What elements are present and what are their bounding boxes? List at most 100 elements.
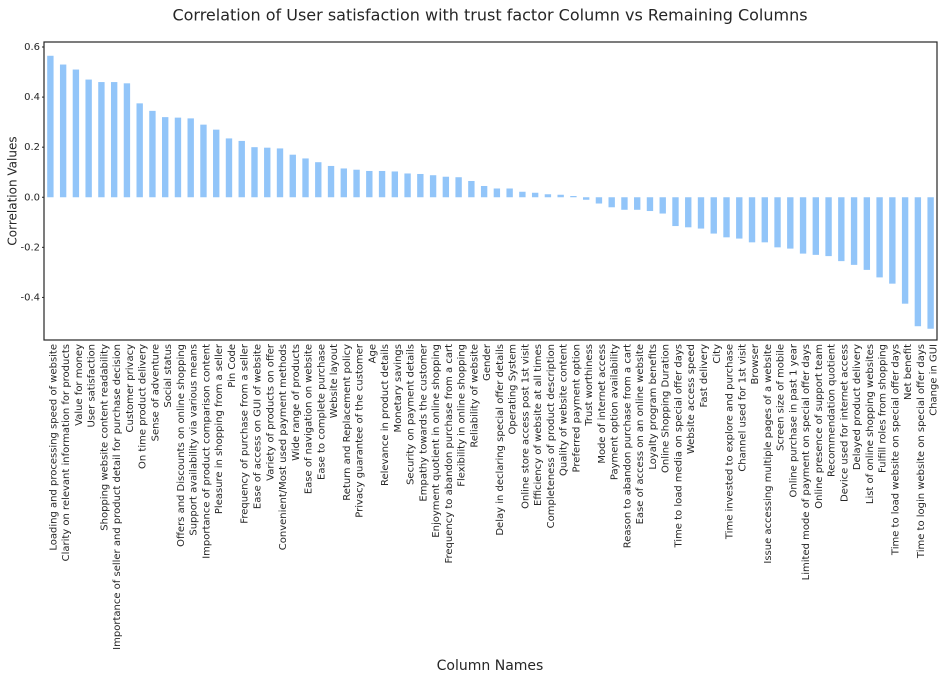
bar — [838, 197, 845, 262]
x-tick-label: Fast delivery — [699, 344, 710, 408]
x-tick-label: Channel used for 1st visit — [737, 344, 748, 472]
bar — [289, 154, 296, 198]
x-tick-label: Trust worthiness — [584, 344, 595, 427]
x-tick-label: Shopping website content readability — [99, 344, 110, 531]
bar — [302, 158, 309, 198]
x-tick-label: Frequency of purchase from a seller — [240, 343, 251, 524]
x-tick-label: Fulfill roles from shopping — [878, 344, 889, 473]
x-tick-label: On time product delivery — [138, 344, 149, 469]
x-tick-label: Limited mode of payment on special offer… — [801, 344, 812, 580]
x-tick-label: Online store access post 1st visit — [520, 344, 531, 509]
bar — [327, 165, 335, 198]
bar — [404, 173, 411, 198]
x-tick-label: Time invested to explore and purchase — [725, 344, 736, 540]
bar — [340, 168, 347, 198]
x-tick-label: Quality of website content — [559, 344, 570, 476]
x-tick-label: Time to load website on special offer da… — [890, 344, 901, 556]
bar — [748, 197, 756, 243]
x-tick-label: Gender — [482, 343, 493, 381]
bar — [378, 170, 386, 198]
x-tick-label: Browser — [750, 343, 761, 384]
bar — [914, 197, 922, 327]
x-tick-label: Online Shopping Duration — [661, 344, 672, 473]
bar — [264, 147, 271, 198]
y-tick-label: 0.0 — [24, 192, 40, 203]
bar — [417, 173, 424, 198]
x-tick-label: Delayed product delivery — [852, 344, 863, 470]
y-axis-label: Correlation Values — [6, 136, 20, 245]
bar — [149, 110, 156, 198]
x-tick-label: Ease to complete purchase — [316, 344, 327, 480]
x-tick-label: Pleasure in shopping from a seller — [214, 343, 225, 514]
x-tick-label: Importance of seller and product detail … — [112, 344, 123, 650]
x-tick-label: Customer privacy — [125, 344, 136, 433]
y-tick-label: 0.2 — [24, 142, 40, 153]
x-tick-label: Preferred payment option — [571, 344, 582, 472]
x-tick-label: Loading and processing speed of website — [48, 344, 59, 551]
bar — [787, 197, 794, 249]
bar — [672, 197, 679, 227]
x-tick-label: Sense of adventure — [150, 344, 161, 441]
bar — [85, 79, 92, 198]
x-tick-label: Offers and Discounts on online shopping — [176, 344, 187, 547]
x-tick-label: Online presence of support team — [814, 344, 825, 509]
x-tick-label: Payment option availability — [610, 344, 621, 480]
plot-frame — [43, 41, 938, 341]
bar — [353, 169, 360, 198]
y-tick-label: 0.4 — [24, 92, 40, 103]
bar — [72, 69, 80, 198]
x-tick-label: Efficiency of website at all times — [533, 344, 544, 506]
x-tick-label: Delay in declaring special offer details — [495, 344, 506, 536]
bar — [799, 197, 807, 254]
x-tick-label: Relevance in product details — [380, 344, 391, 486]
bar — [468, 180, 475, 198]
bar — [774, 197, 781, 248]
y-tick-label: 0.6 — [24, 42, 40, 53]
bar — [213, 129, 220, 198]
bar — [697, 197, 705, 229]
x-tick-label: Frequency to abandon purchase from a car… — [444, 344, 455, 564]
bar — [557, 194, 564, 198]
x-tick-label: Operating System — [508, 344, 519, 434]
bar — [582, 197, 590, 200]
bar — [825, 197, 832, 257]
x-tick-label: Ease of access on an online website — [635, 344, 646, 524]
x-tick-label: Clarity on relevant information for prod… — [61, 344, 72, 561]
x-tick-label: Value for money — [74, 344, 85, 426]
x-tick-label: Change in GUI — [929, 344, 940, 416]
bar — [391, 171, 399, 198]
bar — [634, 197, 641, 210]
bar — [200, 124, 207, 198]
x-tick-label: Wide range of products — [291, 344, 302, 461]
bar — [225, 138, 233, 198]
x-tick-label: City — [712, 344, 723, 364]
x-tick-label: Importance of product comparison content — [201, 344, 212, 559]
x-tick-label: Ease of access on GUI of website — [252, 344, 263, 509]
bar — [570, 196, 577, 198]
bar — [238, 140, 245, 198]
x-tick-label: User satisfaction — [87, 344, 98, 428]
bar — [863, 197, 871, 270]
x-tick-label: Security on payment details — [406, 344, 417, 485]
bar — [276, 148, 284, 198]
x-tick-label: Convenient/Most used payment methods — [278, 344, 289, 550]
x-tick-label: Issue accessing multiple pages of a webs… — [763, 344, 774, 564]
bar — [442, 176, 450, 198]
x-tick-label: List of online shopping websites — [865, 344, 876, 504]
bar — [123, 83, 131, 198]
x-tick-label: Pin Code — [227, 344, 238, 388]
bar — [876, 197, 883, 278]
x-tick-label: Empathy towards the customer — [418, 343, 429, 501]
bar — [136, 103, 143, 198]
bar — [429, 175, 437, 198]
bar — [506, 188, 513, 198]
x-tick-label: Recommendation quotient — [827, 344, 838, 477]
bar — [850, 197, 858, 265]
x-tick-label: Net benefit — [903, 344, 914, 400]
bar — [889, 197, 896, 284]
x-tick-label: Time to load media on special offer days — [673, 344, 684, 549]
x-tick-label: Monetary savings — [393, 344, 404, 432]
bar — [59, 64, 67, 198]
bar — [98, 82, 105, 198]
